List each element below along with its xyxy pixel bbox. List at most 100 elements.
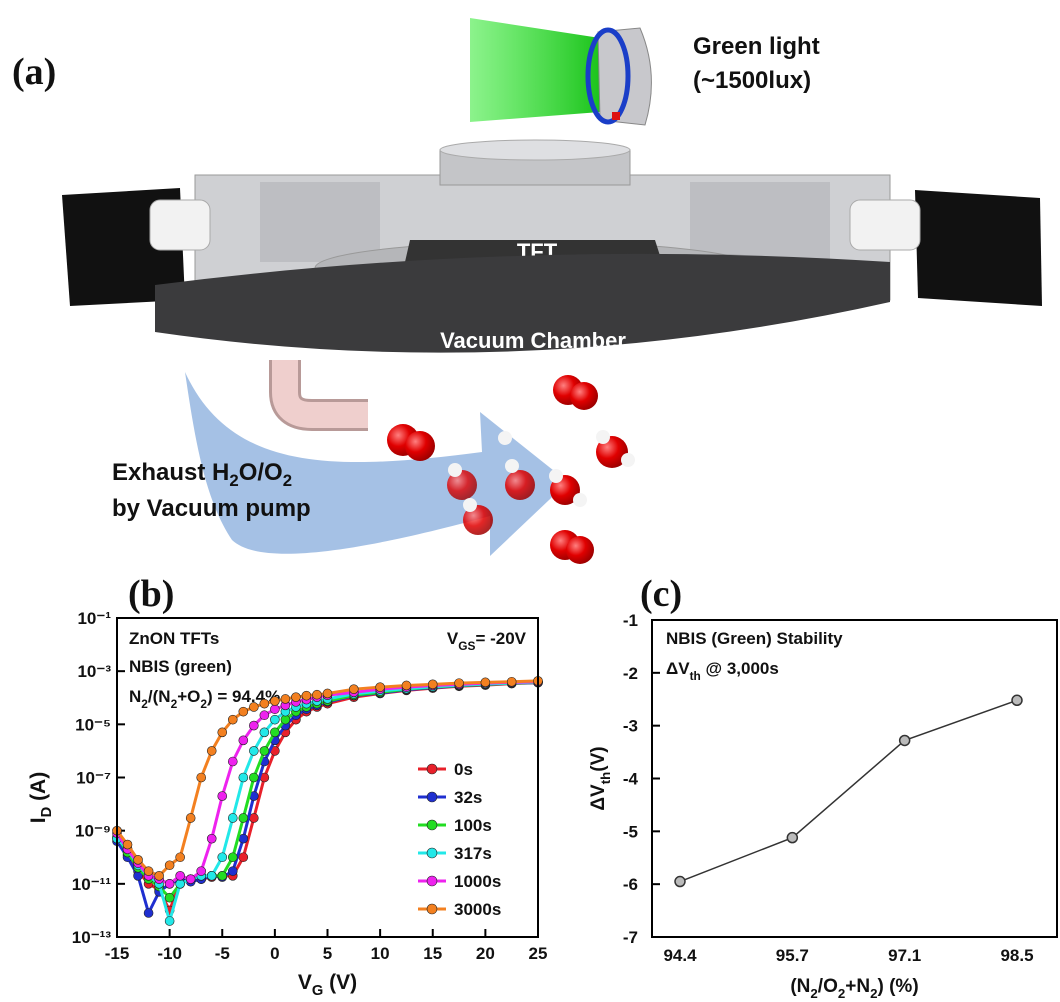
hydrogen <box>573 493 587 507</box>
data-point <box>228 813 237 822</box>
annotation: NBIS (green) <box>129 657 232 676</box>
data-point <box>270 715 279 724</box>
legend-marker <box>427 876 437 886</box>
data-point <box>144 908 153 917</box>
x-tick-label: 25 <box>529 944 548 963</box>
molecule <box>566 536 594 564</box>
data-point <box>228 853 237 862</box>
panel-label: (c) <box>640 573 682 615</box>
text-part: NBIS (green) <box>129 657 232 676</box>
data-point <box>228 757 237 766</box>
data-point <box>197 773 206 782</box>
lamp-led <box>612 112 620 120</box>
text-part: V <box>298 971 312 994</box>
x-tick-label: 10 <box>371 944 390 963</box>
subscript: 2 <box>838 986 845 1001</box>
subscript: 2 <box>810 986 817 1001</box>
data-point <box>197 867 206 876</box>
data-point <box>455 679 464 688</box>
y-tick-label: 10⁻⁵ <box>75 715 111 734</box>
port-left <box>150 200 210 250</box>
text-part: N <box>129 687 141 706</box>
annotation: ΔVth @ 3,000s <box>666 659 779 683</box>
x-tick-label: 95.7 <box>776 946 809 965</box>
y-axis-label: ID (A) <box>27 772 55 823</box>
x-tick-label: -5 <box>215 944 230 963</box>
text-part: /(N <box>148 687 171 706</box>
data-point <box>312 690 321 699</box>
data-point <box>260 746 269 755</box>
data-point <box>218 853 227 862</box>
data-point <box>270 697 279 706</box>
x-tick-label: 94.4 <box>663 946 697 965</box>
molecule <box>570 382 598 410</box>
subscript: th <box>690 669 701 683</box>
data-point <box>249 773 258 782</box>
text-part: ) (%) <box>878 976 919 997</box>
data-point <box>481 678 490 687</box>
text-part: ΔV <box>666 659 690 678</box>
subscript: GS <box>458 639 475 653</box>
data-point <box>228 715 237 724</box>
data-point <box>787 833 797 843</box>
text-part: (V) <box>323 971 357 994</box>
data-point <box>428 680 437 689</box>
text-part: V <box>447 629 459 648</box>
legend-marker <box>427 820 437 830</box>
y-tick-label: 10⁻³ <box>77 662 111 681</box>
data-point <box>207 834 216 843</box>
hydrogen <box>549 469 563 483</box>
pipe <box>285 360 368 415</box>
data-point <box>249 746 258 755</box>
figure: (a) Green light (~1500lux) TFT Vacuum Ch… <box>0 0 1060 1002</box>
data-point <box>123 840 132 849</box>
y-tick-label: -1 <box>623 611 638 630</box>
text-part: (V) <box>588 746 609 771</box>
data-point <box>281 715 290 724</box>
annotation: VGS= -20V <box>447 629 527 653</box>
text-part: +O <box>177 687 200 706</box>
data-point <box>900 735 910 745</box>
chamber-label: Vacuum Chamber <box>440 328 626 353</box>
data-point <box>134 855 143 864</box>
y-tick-label: -2 <box>623 664 638 683</box>
chamber-lid-top <box>440 140 630 160</box>
data-point <box>239 853 248 862</box>
legend-marker <box>427 904 437 914</box>
data-point <box>207 871 216 880</box>
data-point <box>376 683 385 692</box>
subscript: th <box>598 772 613 785</box>
data-point <box>270 705 279 714</box>
data-point <box>1012 695 1022 705</box>
text-part: Exhaust H <box>112 459 229 486</box>
legend-label: 3000s <box>454 900 501 919</box>
text-part: ΔV <box>588 784 609 811</box>
subscript: 2 <box>283 471 292 490</box>
x-tick-label: 97.1 <box>888 946 921 965</box>
data-point <box>165 879 174 888</box>
molecule <box>405 431 435 461</box>
data-point <box>207 746 216 755</box>
data-point <box>239 736 248 745</box>
legend-marker <box>427 764 437 774</box>
data-point <box>176 871 185 880</box>
text-part: @ 3,000s <box>701 659 779 678</box>
data-point <box>176 879 185 888</box>
exhaust-label: by Vacuum pump <box>112 495 311 522</box>
data-point <box>165 893 174 902</box>
data-point <box>249 702 258 711</box>
y-tick-label: 10⁻¹ <box>77 609 111 628</box>
text-part: ZnON TFTs <box>129 629 219 648</box>
light-intensity: (~1500lux) <box>693 67 811 94</box>
legend-label: 317s <box>454 844 492 863</box>
y-tick-label: 10⁻¹¹ <box>72 875 112 894</box>
y-tick-label: -7 <box>623 928 638 947</box>
x-tick-label: -15 <box>105 944 130 963</box>
x-axis-label: (N2/O2+N2) (%) <box>790 976 918 1001</box>
y-axis-label: ΔVth(V) <box>588 746 613 810</box>
chamber-panel <box>690 182 830 262</box>
text-part: = -20V <box>475 629 526 648</box>
data-point <box>218 871 227 880</box>
y-tick-label: -6 <box>623 875 638 894</box>
legend-marker <box>427 848 437 858</box>
